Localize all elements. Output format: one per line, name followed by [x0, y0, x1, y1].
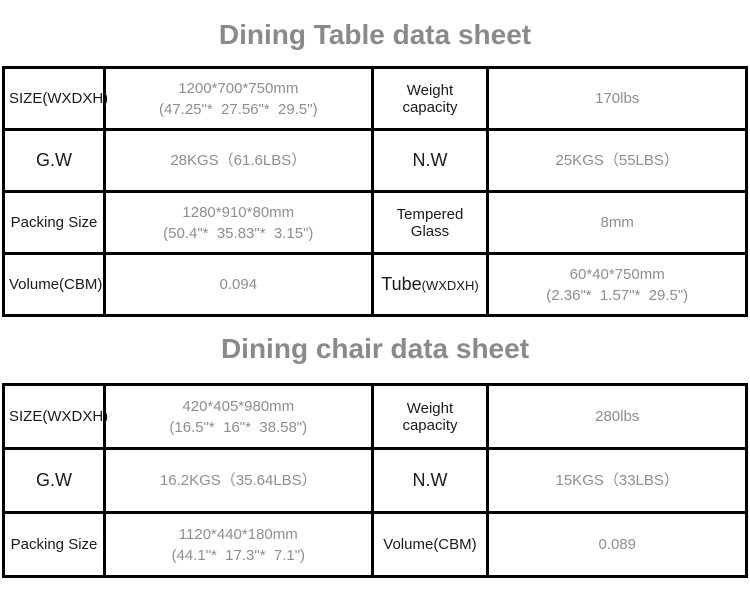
table-row: G.W 16.2KGS（35.64LBS） N.W 15KGS（33LBS）: [1, 447, 748, 514]
spec-value: 16.2KGS（35.64LBS）: [103, 447, 374, 514]
spec-value-line: 0.094: [219, 276, 258, 293]
spec-value-line: 280lbs: [595, 408, 640, 425]
dining-chair-sheet-title: Dining chair data sheet: [220, 333, 530, 364]
table-row: Packing Size 1120*440*180mm (44.1"* 17.3"*…: [1, 511, 748, 578]
dining-chair-rows: SIZE(WXDXH) 420*405*980mm (16.5"* 16"* 38.…: [1, 383, 748, 578]
spec-value-line: 1200*700*750mm: [178, 79, 299, 97]
spec-label-text: G.W: [36, 470, 73, 490]
dining-table-rows: SIZE(WXDXH) 1200*700*750mm (47.25"* 27.56"…: [1, 66, 748, 317]
spec-value-line: 420*405*980mm: [182, 397, 295, 415]
spec-label: G.W: [1, 447, 107, 514]
spec-label-text: Packing Size: [10, 214, 98, 231]
spec-label: Weight capacity: [370, 383, 490, 450]
spec-label: Packing Size: [1, 511, 107, 578]
spec-label: Packing Size: [1, 190, 107, 255]
table-row: SIZE(WXDXH) 1200*700*750mm (47.25"* 27.56"…: [1, 66, 748, 131]
spec-label: N.W: [370, 128, 490, 193]
spec-value-line: 15KGS（33LBS）: [555, 472, 679, 489]
spec-value: 1200*700*750mm (47.25"* 27.56"* 29.5"): [103, 66, 374, 131]
spec-label: Tube(WXDXH): [370, 252, 490, 317]
spec-value-line: 16.2KGS（35.64LBS）: [159, 472, 317, 489]
spec-label-text: Tube: [381, 274, 422, 294]
spec-label-text: SIZE(WXDXH): [9, 408, 109, 425]
spec-value: 0.094: [103, 252, 374, 317]
spec-label: Tempered Glass: [370, 190, 490, 255]
spec-value: 60*40*750mm (2.36"* 1.57"* 29.5"): [486, 252, 748, 317]
spec-value-line: (44.1"* 17.3"* 7.1"): [171, 546, 306, 564]
spec-label-text: Tempered Glass: [396, 205, 464, 240]
spec-value: 28KGS（61.6LBS）: [103, 128, 374, 193]
spec-value: 420*405*980mm (16.5"* 16"* 38.58"): [103, 383, 374, 450]
dining-chair-spec-table: SIZE(WXDXH) 420*405*980mm (16.5"* 16"* 38.…: [1, 383, 748, 578]
spec-value-line: 60*40*750mm: [569, 265, 665, 283]
spec-label-text: G.W: [36, 150, 73, 170]
spec-label-text: N.W: [412, 470, 448, 490]
spec-value-line: 8mm: [600, 214, 634, 231]
dining-table-sheet-title: Dining Table data sheet: [218, 19, 532, 50]
spec-label-text: Packing Size: [10, 536, 98, 553]
spec-label: SIZE(WXDXH): [1, 66, 109, 131]
spec-label: Volume(CBM): [1, 252, 107, 317]
spec-label-text: SIZE(WXDXH): [9, 90, 109, 107]
spec-value-line: (50.4"* 35.83"* 3.15"): [163, 224, 314, 242]
dining-table-spec-table: SIZE(WXDXH) 1200*700*750mm (47.25"* 27.56"…: [1, 66, 748, 317]
spec-value: 1280*910*80mm (50.4"* 35.83"* 3.15"): [103, 190, 374, 255]
spec-value-line: 170lbs: [595, 90, 640, 107]
spec-label-text: Weight capacity: [402, 81, 458, 116]
spec-label: Volume(CBM): [370, 511, 490, 578]
spec-value-line: 1280*910*80mm: [182, 203, 295, 221]
spec-value: 1120*440*180mm (44.1"* 17.3"* 7.1"): [103, 511, 374, 578]
spec-value: 15KGS（33LBS）: [486, 447, 748, 514]
spec-label-text: N.W: [412, 150, 448, 170]
dining-chair-data-sheet: Dining chair data sheet SIZE(WXDXH) 420*4…: [0, 317, 750, 578]
spec-value-line: 0.089: [598, 536, 636, 553]
spec-label-suffix: (WXDXH): [421, 278, 479, 293]
table-row: Volume(CBM) 0.094 Tube(WXDXH) 60*40*750mm (2…: [1, 252, 748, 317]
spec-label: G.W: [1, 128, 107, 193]
spec-label-text: Weight capacity: [402, 399, 458, 434]
table-row: SIZE(WXDXH) 420*405*980mm (16.5"* 16"* 38.…: [1, 383, 748, 450]
spec-value-line: 25KGS（55LBS）: [555, 152, 679, 169]
spec-value: 170lbs: [486, 66, 748, 131]
spec-value-line: (2.36"* 1.57"* 29.5"): [546, 286, 689, 304]
spec-value: 280lbs: [486, 383, 748, 450]
table-row: G.W 28KGS（61.6LBS） N.W 25KGS（55LBS）: [1, 128, 748, 193]
spec-value-line: (47.25"* 27.56"* 29.5"): [158, 100, 318, 118]
spec-label-text: Volume(CBM): [9, 276, 103, 293]
spec-label-text: Volume(CBM): [383, 536, 477, 553]
spec-value: 8mm: [486, 190, 748, 255]
spec-value-line: (16.5"* 16"* 38.58"): [169, 418, 308, 436]
spec-value-line: 28KGS（61.6LBS）: [170, 152, 307, 169]
spec-value: 25KGS（55LBS）: [486, 128, 748, 193]
spec-value-line: 1120*440*180mm: [178, 525, 298, 543]
spec-label: N.W: [370, 447, 490, 514]
spec-label: SIZE(WXDXH): [1, 383, 109, 450]
spec-value: 0.089: [486, 511, 748, 578]
dining-table-data-sheet: Dining Table data sheet SIZE(WXDXH) 1200*…: [1, 19, 748, 317]
table-row: Packing Size 1280*910*80mm (50.4"* 35.83"*…: [1, 190, 748, 255]
spec-label: Weight capacity: [370, 66, 490, 131]
